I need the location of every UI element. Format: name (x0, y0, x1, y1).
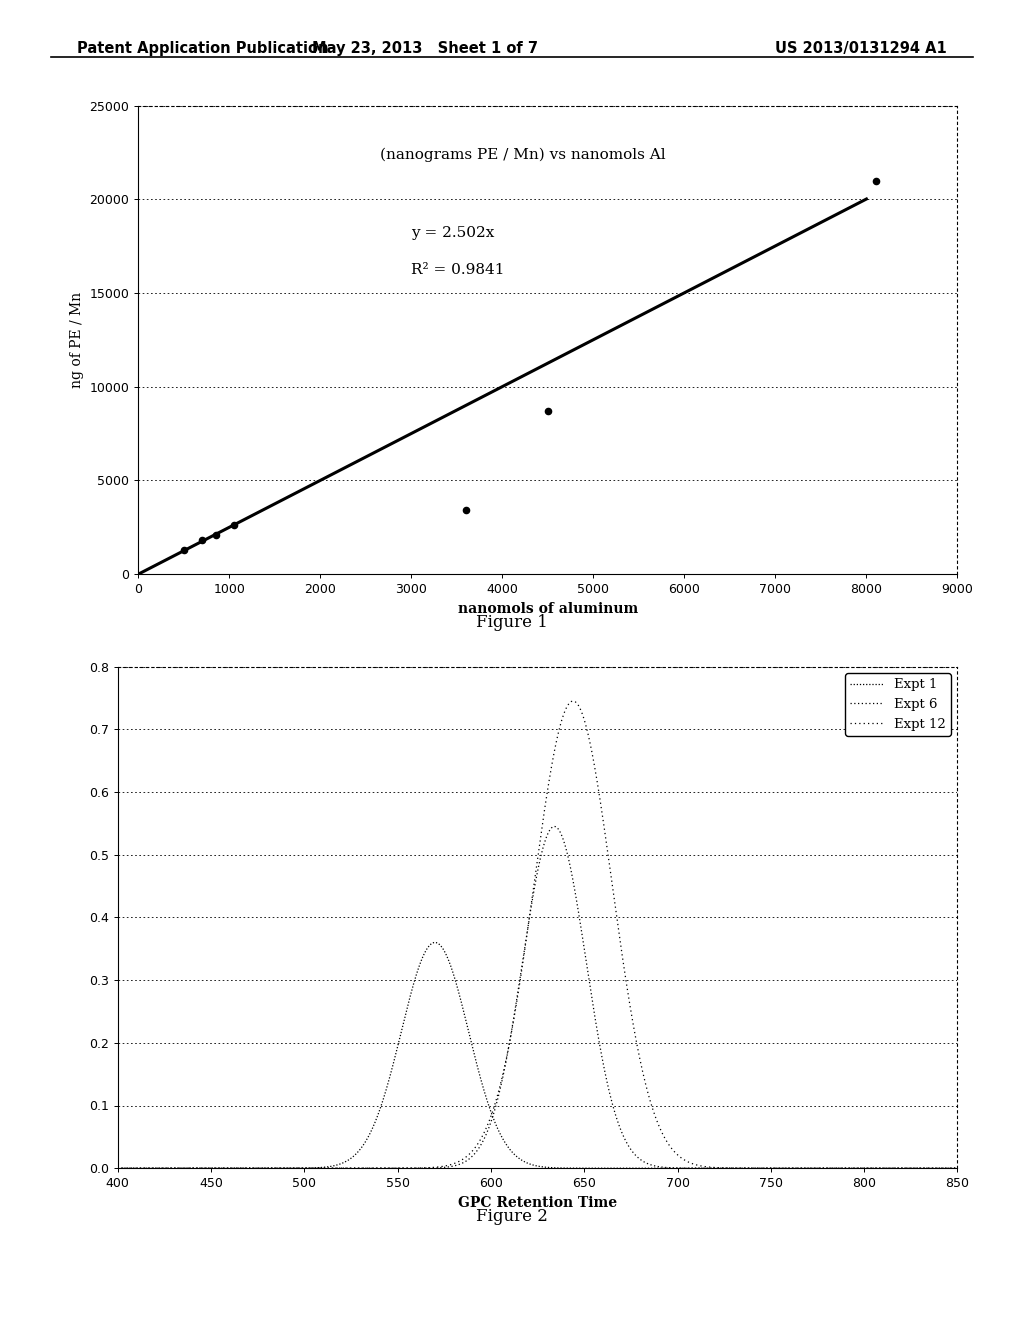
Text: Figure 2: Figure 2 (476, 1208, 548, 1225)
Text: US 2013/0131294 A1: US 2013/0131294 A1 (775, 41, 947, 55)
Point (225, 515, 242, 536)
X-axis label: nanomols of aluminum: nanomols of aluminum (458, 602, 638, 616)
Point (194, 529, 210, 550)
Legend: Expt 1, Expt 6, Expt 12: Expt 1, Expt 6, Expt 12 (845, 673, 951, 737)
Text: (nanograms PE / Mn) vs nanomols Al: (nanograms PE / Mn) vs nanomols Al (381, 148, 666, 162)
Point (867, 170, 884, 191)
Text: R² = 0.9841: R² = 0.9841 (412, 263, 505, 277)
Point (458, 500, 474, 521)
Text: y = 2.502x: y = 2.502x (412, 226, 495, 240)
Point (540, 400, 556, 421)
X-axis label: GPC Retention Time: GPC Retention Time (458, 1196, 617, 1210)
Y-axis label: ng of PE / Mn: ng of PE / Mn (70, 292, 84, 388)
Text: Patent Application Publication: Patent Application Publication (77, 41, 329, 55)
Point (175, 540, 191, 561)
Text: Figure 1: Figure 1 (476, 614, 548, 631)
Point (208, 524, 224, 545)
Text: May 23, 2013   Sheet 1 of 7: May 23, 2013 Sheet 1 of 7 (312, 41, 538, 55)
